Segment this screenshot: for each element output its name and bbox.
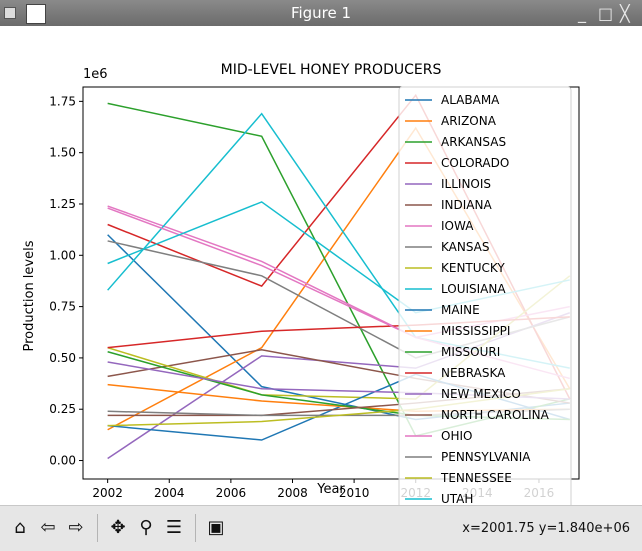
x-axis-label: Year	[316, 482, 345, 497]
figure-canvas[interactable]: 200220042006200820102012201420160.000.25…	[2, 26, 640, 514]
legend-entry: NEBRASKA	[441, 366, 506, 380]
y-tick-label: 1.50	[49, 146, 76, 160]
legend-entry: COLORADO	[441, 156, 509, 170]
forward-icon: ⇨	[68, 517, 84, 538]
legend-entry: INDIANA	[441, 198, 492, 212]
configure-subplots-icon: ☰	[165, 517, 183, 538]
legend-entry: UTAH	[441, 492, 473, 505]
toolbar-separator	[195, 514, 196, 542]
legend-entry: NEW MEXICO	[441, 387, 521, 401]
zoom-button[interactable]: ⚲	[134, 516, 158, 540]
zoom-icon: ⚲	[139, 517, 153, 538]
navigation-toolbar: ⌂ ⇦ ⇨ ✥ ⚲ ☰ ▣ x=2001.75 y=1.840e+06	[0, 505, 642, 551]
minimize-icon[interactable]: _	[578, 4, 586, 23]
legend-entry: KENTUCKY	[441, 261, 505, 275]
legend-entry: NORTH CAROLINA	[441, 408, 550, 422]
home-icon: ⌂	[14, 517, 26, 538]
y-tick-label: 1.00	[49, 248, 76, 262]
legend-entry: MISSOURI	[441, 345, 500, 359]
legend-entry: MAINE	[441, 303, 480, 317]
pan-button[interactable]: ✥	[106, 516, 130, 540]
save-button[interactable]: ▣	[204, 516, 228, 540]
x-tick-label: 2006	[216, 486, 247, 500]
legend-entry: KANSAS	[441, 240, 490, 254]
legend-entry: ARIZONA	[441, 114, 497, 128]
y-tick-label: 0.25	[49, 402, 76, 416]
window-titlebar: Figure 1 _ □ ╳	[0, 0, 642, 26]
x-tick-label: 2004	[154, 486, 185, 500]
forward-button[interactable]: ⇨	[64, 516, 88, 540]
close-icon[interactable]: ╳	[620, 4, 630, 23]
window-menu-icon[interactable]	[4, 7, 16, 19]
legend-entry: ALABAMA	[441, 93, 500, 107]
y-tick-label: 1.25	[49, 197, 76, 211]
legend-entry: ARKANSAS	[441, 135, 506, 149]
maximize-icon[interactable]: □	[598, 4, 614, 23]
chart: 200220042006200820102012201420160.000.25…	[22, 62, 580, 514]
home-button[interactable]: ⌂	[8, 516, 32, 540]
legend-entry: MISSISSIPPI	[441, 324, 510, 338]
legend-entry: OHIO	[441, 429, 472, 443]
x-tick-label: 2008	[277, 486, 308, 500]
back-button[interactable]: ⇦	[36, 516, 60, 540]
y-tick-label: 0.75	[49, 300, 76, 314]
legend-entry: LOUISIANA	[441, 282, 506, 296]
legend-entry: ILLINOIS	[441, 177, 491, 191]
x-tick-label: 2010	[339, 486, 370, 500]
chart-title: MID-LEVEL HONEY PRODUCERS	[221, 62, 442, 78]
legend-entry: PENNSYLVANIA	[441, 450, 531, 464]
back-icon: ⇦	[40, 517, 56, 538]
y-axis-label: Production levels	[22, 240, 37, 351]
app-icon	[26, 4, 46, 24]
pan-icon: ✥	[110, 517, 126, 538]
legend-box	[398, 86, 572, 514]
y-tick-label: 0.00	[49, 454, 76, 468]
x-tick-label: 2002	[92, 486, 123, 500]
toolbar-separator	[97, 514, 98, 542]
y-tick-label: 0.50	[49, 351, 76, 365]
window-title: Figure 1	[290, 4, 352, 22]
legend-entry: IOWA	[441, 219, 474, 233]
cursor-coordinates: x=2001.75 y=1.840e+06	[462, 521, 630, 536]
legend-entry: TENNESSEE	[440, 471, 512, 485]
y-axis-offset-text: 1e6	[83, 67, 108, 82]
save-icon: ▣	[207, 517, 225, 538]
configure-subplots-button[interactable]: ☰	[162, 516, 186, 540]
y-tick-label: 1.75	[49, 94, 76, 108]
